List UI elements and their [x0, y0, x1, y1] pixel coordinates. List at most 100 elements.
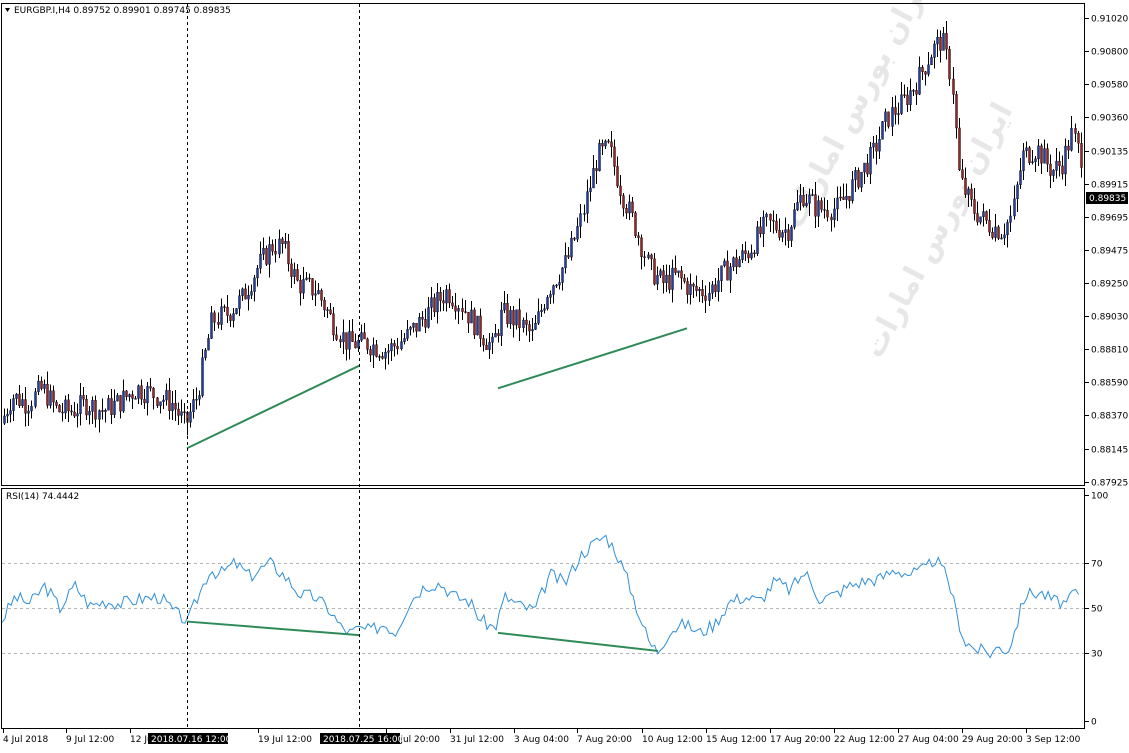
- candle-bull: [509, 310, 512, 324]
- candle-bear: [823, 209, 826, 211]
- rsi-label: 50: [1091, 605, 1103, 615]
- rsi-label: 70: [1091, 560, 1103, 570]
- candle-bear: [875, 142, 878, 152]
- candle-bear: [958, 127, 961, 170]
- candle-bear: [961, 169, 964, 179]
- candle-bull: [91, 400, 94, 412]
- candle-bear: [939, 36, 942, 51]
- candle-bull: [494, 333, 497, 338]
- candle-bull: [604, 140, 607, 147]
- price-divergence-line[interactable]: [497, 327, 688, 390]
- candle-bear: [747, 253, 750, 259]
- candle-bear: [506, 303, 509, 324]
- candle-bull: [134, 398, 137, 400]
- candle-bull: [863, 162, 866, 173]
- panel-menu-triangle-icon[interactable]: [5, 8, 10, 12]
- candle-bull: [192, 399, 195, 413]
- candle-bear: [573, 237, 576, 240]
- candle-bear: [1049, 163, 1052, 176]
- candle-bear: [311, 278, 314, 296]
- rsi-scale[interactable]: 100 70 50 30 0: [1085, 492, 1108, 728]
- candle-bear: [686, 281, 689, 295]
- candle-bear: [1028, 147, 1031, 163]
- candle-bull: [278, 238, 281, 255]
- candle-bull: [732, 257, 735, 268]
- candle-bull: [457, 308, 460, 312]
- candle-bull: [933, 43, 936, 58]
- candle-bull: [942, 33, 945, 51]
- candle-bear: [177, 408, 180, 416]
- candle-bear: [921, 67, 924, 72]
- candle-bear: [396, 345, 399, 350]
- candle-bull: [982, 211, 985, 218]
- candle-bear: [46, 384, 49, 406]
- candle-bear: [363, 332, 366, 340]
- candle-bull: [677, 270, 680, 273]
- candle-bull: [210, 312, 213, 339]
- candle-bear: [287, 241, 290, 265]
- candle-bull: [113, 400, 116, 415]
- candle-bear: [820, 200, 823, 210]
- candle-bull: [146, 386, 149, 404]
- candle-bear: [226, 306, 229, 316]
- rsi-panel[interactable]: RSI(14) 74.4442: [1, 488, 1085, 729]
- candle-bull: [750, 252, 753, 259]
- price-label: 0.91020: [1091, 15, 1128, 25]
- candle-bull: [522, 319, 525, 328]
- price-label: 0.89030: [1091, 313, 1128, 323]
- candle-bull: [390, 343, 393, 352]
- candle-bull: [738, 259, 741, 267]
- price-divergence-line[interactable]: [186, 364, 360, 450]
- candle-bull: [137, 385, 140, 399]
- candle-bear: [156, 397, 159, 406]
- candle-bull: [302, 279, 305, 294]
- candle-bear: [323, 299, 326, 311]
- candle-bull: [1019, 170, 1022, 185]
- candle-bear: [759, 226, 762, 235]
- vertical-marker-lines[interactable]: [187, 4, 360, 729]
- candle-bear: [640, 237, 643, 257]
- candle-bull: [543, 308, 546, 311]
- candle-bull: [1003, 234, 1006, 239]
- candle-bear: [281, 238, 284, 245]
- candle-bull: [64, 399, 67, 414]
- price-label: 0.88590: [1091, 379, 1128, 389]
- candle-bear: [753, 252, 756, 255]
- candle-bear: [271, 244, 274, 252]
- candle-bear: [58, 405, 61, 413]
- candle-bear: [101, 410, 104, 412]
- candle-bear: [329, 309, 332, 314]
- candle-bull: [326, 309, 329, 311]
- candle-bear: [948, 48, 951, 80]
- candle-bull: [409, 327, 412, 330]
- candle-bull: [430, 297, 433, 308]
- candle-bear: [421, 316, 424, 320]
- candle-bull: [927, 64, 930, 75]
- price-label: 0.88145: [1091, 446, 1128, 456]
- candle-bear: [525, 319, 528, 325]
- time-marker-label-1: 2018.07.16 12:00: [151, 735, 232, 745]
- time-label: 22 Aug 12:00: [834, 735, 895, 745]
- candle-bull: [912, 90, 915, 92]
- candle-bear: [125, 390, 128, 397]
- candle-bull: [165, 390, 168, 401]
- candle-bear: [643, 256, 646, 258]
- candle-bull: [598, 143, 601, 172]
- candle-bull: [30, 406, 33, 412]
- candle-bear: [217, 322, 220, 325]
- candle-bear: [695, 286, 698, 291]
- candle-bull: [259, 254, 262, 269]
- candle-bear: [668, 274, 671, 290]
- candle-bear: [183, 411, 186, 413]
- candle-bear: [339, 339, 342, 343]
- candle-bear: [375, 344, 378, 357]
- candle-bull: [918, 67, 921, 95]
- candle-bull: [1022, 150, 1025, 171]
- candle-bear: [464, 311, 467, 313]
- candle-bear: [857, 170, 860, 188]
- rsi-divergence-line[interactable]: [497, 631, 659, 652]
- rsi-divergence-line[interactable]: [186, 620, 360, 637]
- price-scale[interactable]: 0.91020 0.90800 0.90580 0.90360 0.90135 0.899…: [1085, 15, 1128, 489]
